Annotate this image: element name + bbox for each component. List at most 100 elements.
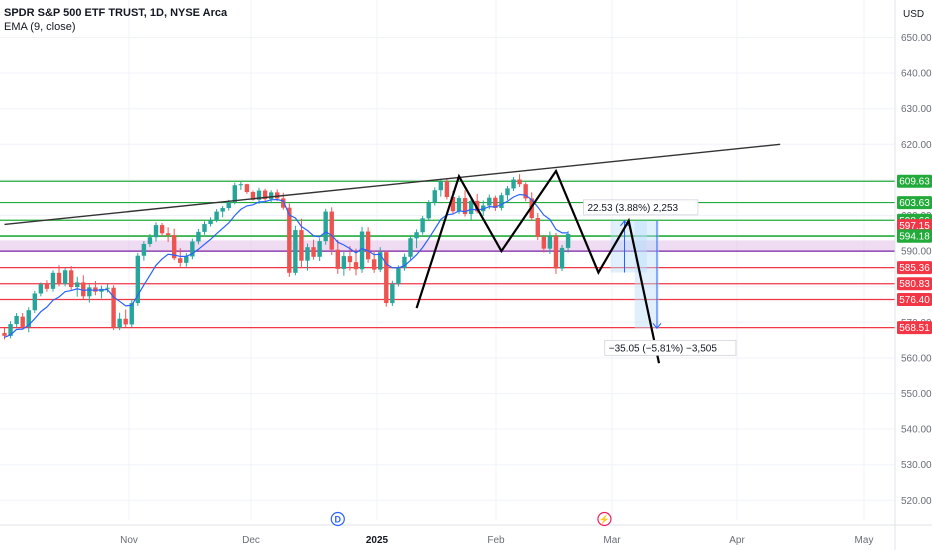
candle-body (287, 207, 292, 273)
candle-body (8, 324, 13, 336)
candle-body (135, 255, 141, 304)
candle-body (75, 282, 80, 288)
time-tick-label: Nov (120, 535, 138, 546)
earnings-icon (597, 511, 612, 527)
earnings-icon-glyph: ⚡ (599, 514, 610, 526)
price-tag-label: 603.63 (899, 198, 930, 209)
ema-series (4, 193, 569, 338)
candle-body (117, 318, 122, 328)
measure-up-box (610, 220, 647, 273)
candle-body (402, 256, 407, 269)
measure-down-label-bg (604, 339, 737, 356)
price-tick-label: 560.00 (901, 353, 932, 364)
price-tag-resistance (897, 174, 932, 188)
ema-line (4, 193, 569, 338)
candle-body (178, 258, 183, 263)
time-tick-label: Apr (729, 535, 745, 546)
time-tick-label: May (855, 535, 874, 546)
candle-body (256, 190, 262, 200)
time-axis: Nov Dec 2025 Feb Mar Apr May (0, 524, 932, 546)
candle-body (268, 192, 274, 200)
candle-body (493, 197, 498, 209)
candle-body (129, 303, 134, 325)
legend: SPDR S&P 500 ETF TRUST, 1D, NYSE Arca EM… (4, 6, 227, 34)
candle-body (171, 235, 177, 259)
candle-body (262, 190, 268, 200)
candle-body (444, 181, 450, 197)
candle-body (305, 247, 310, 261)
candle-body (565, 234, 571, 248)
indicator-label[interactable]: EMA (9, close) (4, 21, 76, 33)
candle-body (311, 247, 316, 257)
price-tag-resistance (897, 196, 932, 210)
price-axis: USD520.00530.00540.00550.00560.00570.005… (894, 0, 932, 550)
candle-body (426, 202, 431, 219)
candle-body (62, 270, 68, 284)
candle-body (511, 179, 516, 189)
candle-body (329, 211, 334, 250)
candle-body (2, 332, 7, 336)
measure-up-label-bg (583, 199, 699, 216)
dividend-icon (330, 511, 345, 527)
candle-body (456, 198, 462, 212)
candle-body (281, 198, 286, 208)
candle-body (432, 190, 437, 203)
price-tick-label: 530.00 (901, 460, 932, 471)
measure-up-label: 22.53 (3.88%) 2,253 (588, 203, 679, 214)
symbol-title[interactable]: SPDR S&P 500 ETF TRUST, 1D, NYSE Arca (4, 7, 228, 19)
price-tags: 609.63603.63598.66597.15594.28594.18585.… (897, 174, 932, 335)
candle-body (347, 256, 353, 263)
price-tick-label: 630.00 (901, 104, 932, 115)
price-tag-support (897, 293, 932, 307)
candle-body (244, 184, 250, 193)
price-tick-label: 620.00 (901, 140, 932, 151)
trendline (4, 143, 781, 226)
candle-body (505, 188, 510, 196)
event-markers: D ⚡ (330, 511, 612, 527)
candle-body (56, 272, 62, 284)
candle-body (147, 237, 153, 244)
candle-body (541, 236, 547, 249)
time-tick-label: Mar (603, 535, 621, 546)
price-tag-label: 609.63 (899, 177, 930, 188)
candle-body (141, 243, 147, 256)
candle-body (202, 224, 207, 232)
candle-body (523, 184, 528, 199)
price-tag-support (897, 261, 932, 275)
candle-body (414, 232, 419, 239)
candle-body (396, 268, 401, 284)
currency-label: USD (903, 9, 924, 20)
price-tick-label: 550.00 (901, 389, 932, 400)
candle-body (359, 231, 365, 270)
candle-body (38, 284, 44, 294)
candle-body (184, 256, 189, 263)
candle-body (250, 192, 256, 200)
price-tick-label: 590.00 (901, 247, 932, 258)
candle-body (487, 197, 492, 206)
candle-body (196, 231, 201, 242)
candle-body (353, 262, 359, 270)
candle-body (559, 247, 565, 269)
pattern-path (415, 168, 661, 364)
candle-body (93, 287, 98, 292)
candle-body (208, 220, 213, 225)
candle-body (87, 287, 92, 297)
candle-body (517, 179, 522, 185)
candle-body (341, 256, 347, 269)
candle-body (165, 233, 171, 236)
candle-body (420, 218, 425, 233)
candle-body (226, 201, 231, 209)
candle-body (408, 238, 413, 257)
price-tag-label: 597.15 (899, 221, 930, 232)
candle-body (365, 231, 371, 260)
price-zone (0, 240, 895, 252)
candle-body (293, 230, 298, 273)
time-tick-label: Feb (487, 535, 505, 546)
price-tag-current (897, 219, 932, 233)
candle-body (26, 310, 31, 327)
candle-body (20, 316, 25, 327)
candle-body (450, 196, 456, 212)
candle-body (68, 270, 74, 288)
candle-body (50, 272, 56, 289)
